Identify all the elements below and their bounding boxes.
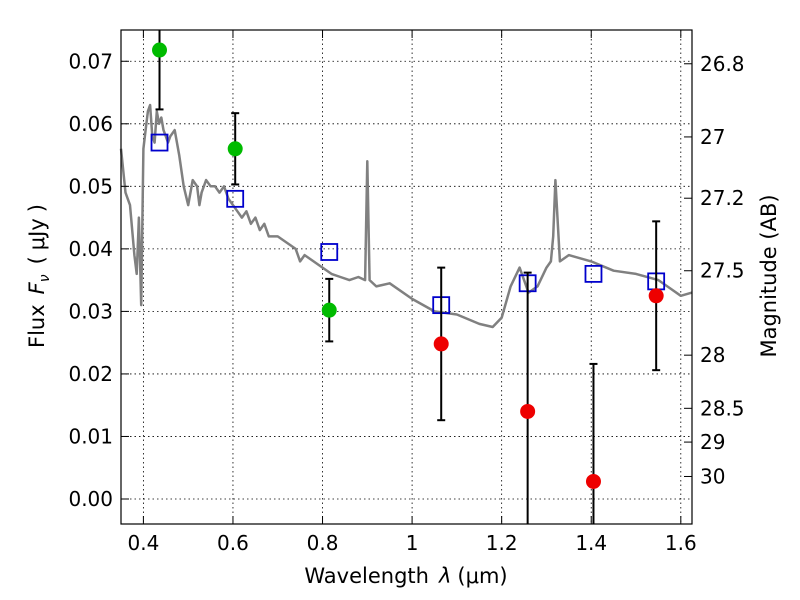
observed-flux-point [321, 302, 337, 318]
magnitude-tick-label: 30 [700, 464, 725, 488]
x-tick-label: 1.2 [486, 531, 518, 555]
magnitude-tick-label: 29 [700, 430, 725, 454]
magnitude-tick-label: 27.5 [700, 259, 745, 283]
observed-flux-point [520, 403, 536, 419]
x-tick-label: 0.4 [127, 531, 159, 555]
y-tick-label: 0.02 [68, 362, 113, 386]
magnitude-tick-label: 27 [700, 125, 725, 149]
magnitude-tick-label: 27.2 [700, 186, 745, 210]
grid-lines [121, 30, 692, 524]
observed-flux-point [433, 336, 449, 352]
y-axis-left-label: FluxFν(μJy) [25, 204, 53, 348]
x-axis-ticks: 0.4 0.6 0.8 1 1.2 1.4 1.6 [127, 30, 697, 555]
y-axis-left-ticks: 0.00 0.01 0.02 0.03 0.04 0.05 0.06 0.07 [68, 49, 129, 511]
x-tick-label: 1.6 [665, 531, 697, 555]
magnitude-tick-label: 28 [700, 343, 725, 367]
model-spectrum-layer [119, 103, 693, 329]
y-tick-label: 0.06 [68, 112, 113, 136]
model-photometry-square [320, 243, 339, 261]
magnitude-tick-label: 26.8 [700, 52, 745, 76]
y-axis-right-label: Magnitude (AB) [757, 194, 781, 357]
y-tick-label: 0.03 [68, 299, 113, 323]
x-tick-label: 0.6 [217, 531, 249, 555]
observed-flux-point [585, 473, 601, 489]
model-photometry-square [226, 189, 245, 208]
observed-flux-point [648, 288, 664, 304]
y-axis-right-ticks: 26.8 27 27.2 27.5 28 28.5 29 30 [684, 52, 745, 488]
x-axis-label: Wavelength λ (μm) [304, 564, 507, 588]
magnitude-tick-label: 28.5 [700, 396, 745, 420]
photometry-points-layer [150, 30, 666, 524]
y-tick-label: 0.00 [68, 487, 113, 511]
plot-frame [120, 29, 693, 525]
observed-flux-point [152, 42, 168, 58]
y-tick-label: 0.04 [68, 237, 113, 261]
x-tick-label: 0.8 [307, 531, 339, 555]
model-spectrum-line [119, 103, 693, 329]
model-photometry-square [584, 264, 603, 283]
x-tick-label: 1.4 [575, 531, 607, 555]
y-tick-label: 0.01 [68, 424, 113, 448]
observed-flux-point [227, 141, 243, 157]
plot-border [120, 29, 693, 525]
y-tick-label: 0.05 [68, 174, 113, 198]
y-tick-label: 0.07 [68, 49, 113, 73]
x-tick-label: 1 [406, 531, 419, 555]
model-photometry-square [150, 133, 169, 152]
